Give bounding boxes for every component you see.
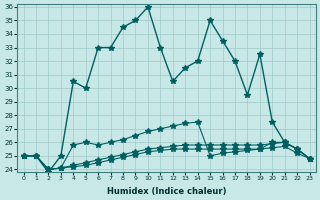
X-axis label: Humidex (Indice chaleur): Humidex (Indice chaleur)	[107, 187, 226, 196]
